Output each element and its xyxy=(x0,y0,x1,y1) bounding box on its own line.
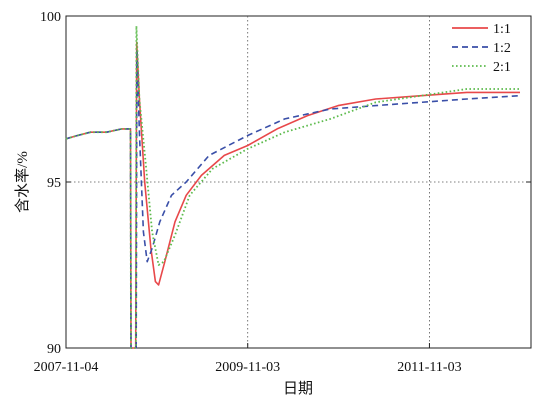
legend: 1:1 1:2 2:1 xyxy=(452,22,511,75)
legend-label-2: 1:2 xyxy=(493,41,511,56)
x-tick-label: 2009-11-03 xyxy=(215,360,280,375)
y-tick-label: 95 xyxy=(47,176,61,191)
series-lines xyxy=(65,25,521,349)
x-tick-label: 2011-11-03 xyxy=(397,360,461,375)
legend-label-3: 2:1 xyxy=(493,60,511,75)
series-line-1 xyxy=(65,41,520,349)
y-tick-label: 100 xyxy=(40,10,61,25)
legend-label-1: 1:1 xyxy=(493,22,511,37)
x-tick-label: 2007-11-04 xyxy=(34,360,99,375)
axis-ticks: 90 95 100 2007-11-04 2009-11-03 2011-11-03 xyxy=(34,10,531,375)
y-axis-label: 含水率/% xyxy=(14,151,31,213)
series-line-2 xyxy=(65,48,521,349)
y-tick-label: 90 xyxy=(47,342,61,357)
series-line-3 xyxy=(65,25,520,349)
grid-lines xyxy=(66,16,531,348)
x-axis-label: 日期 xyxy=(283,380,313,397)
